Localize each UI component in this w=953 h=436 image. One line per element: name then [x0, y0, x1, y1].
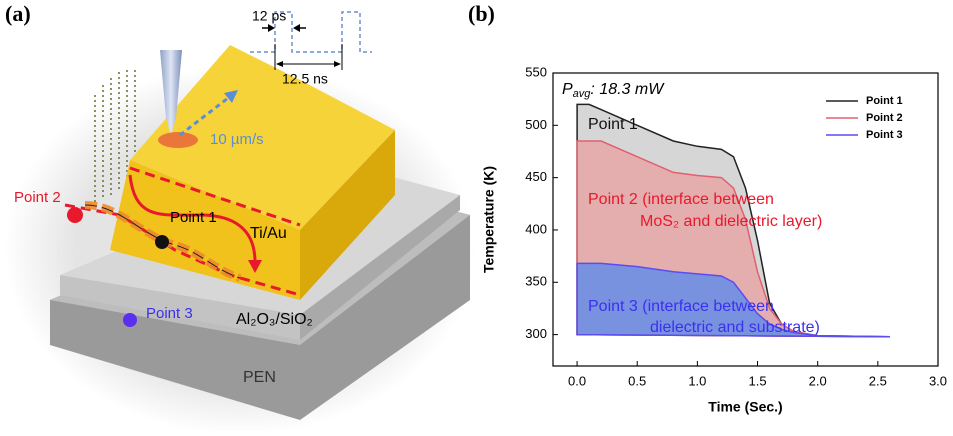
x-tick-label: 1.5 [748, 373, 766, 388]
annotation-text: : 18.3 mW [590, 81, 665, 98]
layer-label: Ti/Au [250, 225, 287, 242]
layer-label: Al₂O₃/SiO₂ [236, 311, 313, 328]
series-label: Point 3 (interface between [588, 298, 774, 315]
series-label: Point 1 [588, 116, 638, 133]
page: (a) 12 ps 12.5 ns 10 µm/s Point 2 Point … [0, 0, 953, 436]
legend-label: Point 1 [866, 95, 903, 107]
figure: (a) 12 ps 12.5 ns 10 µm/s Point 2 Point … [0, 0, 953, 431]
legend-label: Point 3 [866, 129, 903, 141]
chart: Point 1 Point 2 (interface between MoS₂ an… [481, 64, 947, 414]
annotation: Pavg: 18.3 mW [562, 81, 665, 100]
scan-speed: 10 µm/s [210, 131, 264, 148]
x-tick-label: 1.0 [688, 373, 706, 388]
panel-label: (b) [468, 1, 495, 26]
point-label: Point 3 [146, 305, 193, 322]
x-tick-label: 2.0 [809, 373, 827, 388]
pulse-period: 12.5 ns [282, 71, 328, 87]
x-tick-label: 0.5 [628, 373, 646, 388]
series-label: dielectric and substrate) [650, 319, 820, 336]
y-tick-label: 400 [525, 221, 547, 236]
y-tick-label: 300 [525, 326, 547, 341]
point-label: Point 2 [14, 189, 61, 206]
series-label: Point 2 (interface between [588, 191, 774, 208]
y-tick-label: 450 [525, 169, 547, 184]
x-axis-title: Time (Sec.) [708, 399, 782, 415]
x-tick-label: 2.5 [869, 373, 887, 388]
layer-label: PEN [243, 369, 276, 386]
y-axis-title: Temperature (K) [481, 166, 497, 273]
y-tick-label: 350 [525, 274, 547, 289]
y-tick-label: 550 [525, 64, 547, 79]
legend-label: Point 2 [866, 112, 903, 124]
x-tick-label: 0.0 [568, 373, 586, 388]
point-label: Point 1 [170, 209, 217, 226]
x-tick-label: 3.0 [929, 373, 947, 388]
panel-label: (a) [5, 1, 31, 26]
illustration [5, 12, 475, 431]
series-label: MoS₂ and dielectric layer) [640, 213, 822, 230]
annotation-subscript: avg [573, 88, 592, 100]
y-tick-label: 500 [525, 117, 547, 132]
pulse-width: 12 ps [252, 8, 286, 24]
annotation-symbol: P [562, 81, 573, 98]
